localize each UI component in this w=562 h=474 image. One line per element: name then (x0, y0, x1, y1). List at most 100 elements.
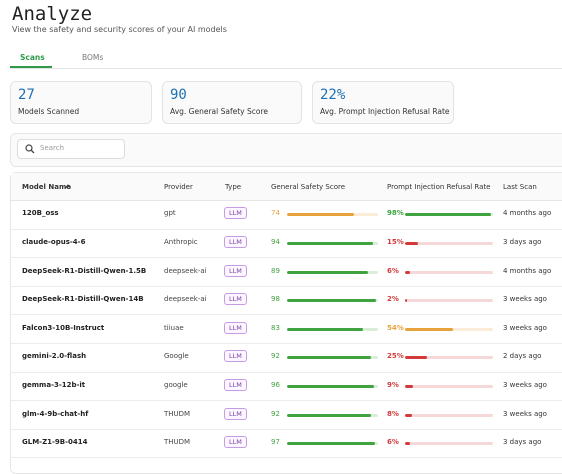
safety-track (287, 327, 378, 331)
model-name: DeepSeek-R1-Distill-Qwen-1.5B (22, 266, 147, 275)
tab-divider (10, 68, 562, 69)
provider: tiiuae (164, 323, 184, 332)
model-name: GLM-Z1-9B-0414 (22, 438, 88, 447)
injection-bar (405, 327, 453, 331)
safety-score: 83 (271, 323, 280, 332)
injection-bar (405, 442, 411, 446)
injection-track (405, 241, 493, 245)
injection-track (405, 270, 493, 274)
row-divider (11, 314, 562, 316)
injection-track (405, 213, 493, 217)
last-scan: 3 days ago (503, 438, 542, 447)
injection-bar (405, 241, 419, 245)
column-header: Last Scan (503, 183, 537, 191)
column-header[interactable]: Model Name (22, 183, 71, 191)
safety-bar (287, 213, 355, 217)
injection-rate: 6% (387, 438, 399, 447)
stat-label: Avg. Prompt Injection Refusal Rate (320, 107, 450, 116)
safety-track (287, 356, 378, 360)
safety-track (287, 384, 378, 388)
type-badge: LLM (224, 350, 247, 363)
injection-rate: 98% (387, 209, 404, 218)
row-divider (11, 371, 562, 373)
safety-bar (287, 327, 363, 331)
injection-track (405, 384, 493, 388)
injection-track (405, 356, 493, 360)
injection-track (405, 413, 493, 417)
provider: deepseek-ai (164, 266, 207, 275)
type-badge: LLM (224, 321, 247, 334)
stat-card: 22% Avg. Prompt Injection Refusal Rate (312, 81, 454, 124)
safety-bar (287, 442, 376, 446)
safety-score: 92 (271, 352, 280, 361)
last-scan: 2 days ago (503, 352, 542, 361)
type-badge: LLM (224, 264, 247, 277)
type-badge: LLM (224, 407, 247, 420)
row-divider (11, 228, 562, 230)
model-name: DeepSeek-R1-Distill-Qwen-14B (22, 295, 144, 304)
search-icon (25, 144, 35, 154)
search-placeholder: Search (40, 144, 65, 152)
injection-rate: 54% (387, 323, 404, 332)
last-scan: 3 weeks ago (503, 323, 547, 332)
safety-track (287, 241, 378, 245)
tab[interactable]: Scans (20, 53, 45, 62)
injection-rate: 6% (387, 266, 399, 275)
model-name: gemma-3-12b-it (22, 380, 86, 389)
safety-score: 96 (271, 380, 280, 389)
model-name: claude-opus-4-6 (22, 237, 86, 246)
column-header: Type (225, 183, 242, 191)
stat-label: Models Scanned (18, 107, 80, 116)
injection-rate: 15% (387, 237, 404, 246)
safety-score: 97 (271, 438, 280, 447)
safety-bar (287, 270, 368, 274)
column-header: Prompt Injection Refusal Rate (387, 183, 491, 191)
tab-underline (10, 66, 52, 68)
type-badge: LLM (224, 436, 247, 449)
injection-rate: 8% (387, 409, 399, 418)
stat-value: 22% (320, 87, 346, 103)
type-badge: LLM (224, 235, 247, 248)
provider: Anthropic (164, 237, 198, 246)
sort-icon[interactable] (65, 184, 71, 189)
safety-score: 92 (271, 409, 280, 418)
last-scan: 4 months ago (503, 266, 552, 275)
model-name: Falcon3-10B-Instruct (22, 323, 105, 332)
last-scan: 3 weeks ago (503, 380, 547, 389)
search-box[interactable]: Search (17, 139, 125, 159)
row-divider (11, 400, 562, 402)
injection-bar (405, 213, 492, 217)
model-name: gemini-2.0-flash (22, 352, 87, 361)
last-scan: 3 days ago (503, 237, 542, 246)
injection-rate: 9% (387, 380, 399, 389)
injection-rate: 25% (387, 352, 404, 361)
injection-track (405, 299, 493, 303)
row-divider (11, 343, 562, 344)
provider: THUDM (164, 438, 191, 447)
model-name: 120B_oss (22, 209, 59, 218)
row-divider (11, 428, 562, 430)
safety-track (287, 299, 378, 303)
provider: google (164, 380, 188, 389)
tab[interactable]: BOMs (82, 53, 104, 62)
provider: THUDM (164, 409, 191, 418)
safety-track (287, 213, 378, 217)
injection-bar (405, 356, 427, 360)
safety-track (287, 270, 378, 274)
provider: deepseek-ai (164, 295, 207, 304)
row-divider (11, 285, 562, 287)
injection-track (405, 442, 493, 446)
safety-bar (287, 384, 375, 388)
safety-track (287, 413, 378, 417)
safety-bar (287, 356, 371, 360)
type-badge: LLM (224, 378, 247, 391)
type-badge: LLM (224, 207, 247, 220)
injection-bar (405, 299, 407, 303)
last-scan: 3 weeks ago (503, 295, 547, 304)
injection-bar (405, 413, 413, 417)
last-scan: 3 weeks ago (503, 409, 547, 418)
row-divider (11, 457, 562, 459)
column-header: General Safety Score (271, 183, 346, 191)
injection-rate: 2% (387, 295, 399, 304)
column-header: Provider (164, 183, 193, 191)
